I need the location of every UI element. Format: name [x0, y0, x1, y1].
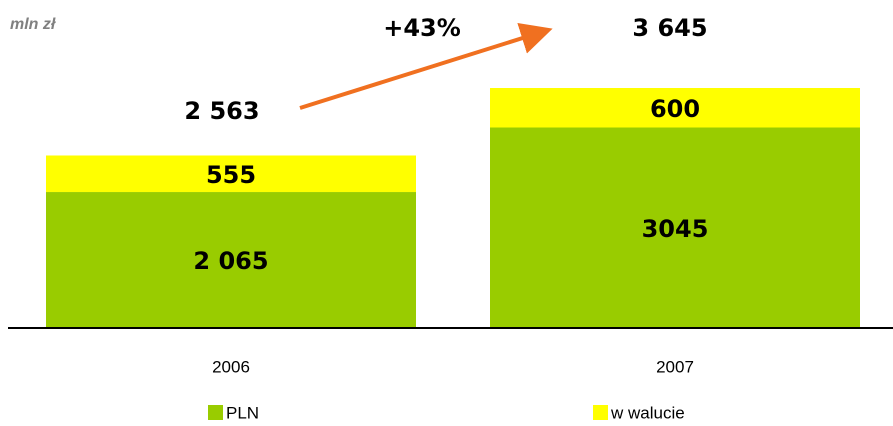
bar-segment	[490, 127, 860, 329]
bar-segment	[490, 88, 860, 128]
legend-label: w walucie	[610, 403, 685, 422]
data-label: 555	[206, 161, 256, 189]
legend-label: PLN	[226, 403, 259, 422]
legend-swatch	[593, 405, 608, 420]
data-label: 2 065	[193, 247, 268, 275]
data-label: 600	[650, 95, 700, 123]
total-label: 3 645	[632, 14, 707, 42]
total-label: 2 563	[184, 97, 259, 125]
legend-swatch	[208, 405, 223, 420]
bar-segment	[46, 192, 416, 328]
growth-label: +43%	[383, 14, 461, 42]
bar-segment	[46, 155, 416, 193]
data-label: 3045	[642, 215, 709, 243]
x-tick-label: 2006	[212, 357, 250, 376]
unit-label: mln zł	[10, 16, 56, 33]
x-tick-label: 2007	[656, 357, 694, 376]
growth-arrow	[299, 22, 553, 110]
